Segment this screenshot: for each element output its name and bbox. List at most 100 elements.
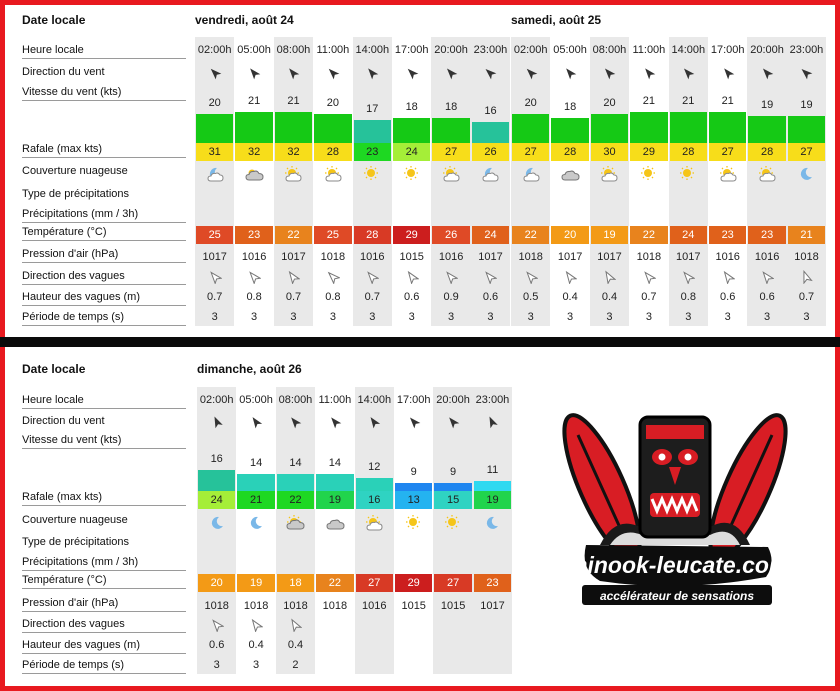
wave-height-cell: 0.6 <box>482 291 499 303</box>
wave-height-cell: 0.7 <box>207 291 223 303</box>
wind-arrow-icon <box>274 66 313 85</box>
pressure-cell: 1016 <box>754 251 780 263</box>
wind-speed-bar <box>237 474 275 491</box>
wind-speed-value: 16 <box>210 453 223 465</box>
gust-cell: 22 <box>276 491 315 509</box>
partly-cloudy-night-icon <box>471 165 510 188</box>
gust-cell: 19 <box>316 491 354 509</box>
wind-arrow-icon <box>511 66 550 85</box>
wind-speed-value: 21 <box>721 94 734 107</box>
wave-height-cell: 0.6 <box>720 291 736 303</box>
wave-height-cell: 0.7 <box>641 291 657 303</box>
sun-cloud-icon <box>708 165 747 188</box>
gust-cell: 30 <box>590 143 629 161</box>
wind-speed-bar <box>471 122 510 143</box>
wave-arrow-icon <box>550 270 589 289</box>
pressure-cell: 1016 <box>241 251 267 263</box>
temperature-cell: 25 <box>196 226 234 244</box>
gust-cell: 24 <box>198 491 236 509</box>
wind-arrow-icon <box>473 415 512 434</box>
wind-arrow-icon <box>550 66 589 85</box>
gust-cell: 16 <box>355 491 393 509</box>
wave-height-cell: 0.7 <box>364 291 380 303</box>
wind-speed-bar <box>276 474 315 491</box>
wind-arrow-icon <box>433 415 472 434</box>
pressure-label: Pression d'air (hPa) <box>22 597 186 612</box>
gust-cell: 21 <box>237 491 275 509</box>
wind-speed-bar <box>669 111 707 143</box>
wind-speed-value: 12 <box>368 461 381 474</box>
wave-arrow-icon <box>353 270 392 289</box>
wind-speed-bar <box>235 111 273 143</box>
wave-period-cell: 3 <box>764 311 771 323</box>
hour-cell: 11:00h <box>316 44 350 56</box>
wind-arrow-icon <box>394 415 433 434</box>
wind-speed-value: 20 <box>603 96 616 109</box>
hour-cell: 20:00h <box>434 44 468 56</box>
wind-arrow-icon <box>708 66 747 85</box>
wind-arrow-icon <box>236 415 275 434</box>
wave-arrow-icon <box>197 618 236 637</box>
sun-cloud-icon <box>590 165 629 188</box>
gust-cell: 26 <box>471 143 510 161</box>
wave-period-cell: 3 <box>251 311 258 323</box>
wind-speed-bar <box>314 113 352 143</box>
pressure-cell: 1016 <box>360 251 385 263</box>
wave-arrow-icon <box>276 618 315 637</box>
cloud-icon <box>315 514 354 537</box>
gust-cell: 32 <box>274 143 313 161</box>
logo-tagline-text: accélérateur de sensations <box>600 589 754 603</box>
wave-period-label: Période de temps (s) <box>22 311 186 326</box>
wind-speed-label: Vitesse du vent (kts) <box>22 86 186 101</box>
wind-speed-bar <box>393 117 431 143</box>
wind-speed-bar <box>196 113 234 143</box>
wind-speed-label: Vitesse du vent (kts) <box>22 434 186 449</box>
cloud-cover-label: Couverture nuageuse <box>22 165 128 177</box>
gust-cell: 27 <box>709 143 747 161</box>
hour-cell: 02:00h <box>513 44 548 56</box>
gust-cell: 24 <box>393 143 431 161</box>
hour-cell: 14:00h <box>357 394 392 406</box>
wind-speed-value: 9 <box>450 466 457 478</box>
temperature-cell: 21 <box>787 226 826 244</box>
wave-period-cell: 3 <box>290 311 297 323</box>
pressure-cell: 1017 <box>478 251 503 263</box>
wind-speed-bar <box>512 113 550 143</box>
wave-arrow-icon <box>274 270 313 289</box>
temperature-cell: 26 <box>432 226 470 244</box>
wind-speed-bar <box>432 117 470 143</box>
wave-period-cell: 3 <box>685 311 692 323</box>
wave-period-cell: 3 <box>408 311 415 323</box>
wave-height-cell: 0.6 <box>209 639 225 651</box>
cloud-icon <box>550 165 589 188</box>
wave-arrow-icon <box>236 618 275 637</box>
wind-arrow-icon <box>629 66 668 85</box>
temperature-cell: 24 <box>471 226 510 244</box>
hour-cell: 11:00h <box>632 44 666 56</box>
pressure-cell: 1017 <box>597 251 622 263</box>
column-shade <box>472 387 513 674</box>
wind-speed-bar <box>787 115 826 143</box>
wave-arrow-icon <box>392 270 431 289</box>
hour-cell: 02:00h <box>199 394 234 406</box>
temperature-cell: 22 <box>274 226 313 244</box>
gust-cell: 19 <box>473 491 512 509</box>
pressure-cell: 1018 <box>320 251 346 263</box>
pressure-cell: 1016 <box>715 251 740 263</box>
wind-direction-label: Direction du vent <box>22 66 105 78</box>
wind-speed-value: 20 <box>326 96 339 109</box>
wave-height-cell: 0.6 <box>404 291 420 303</box>
temperature-cell: 19 <box>237 574 275 592</box>
forecast-panel-top: Date locale Heure locale Direction du vent… <box>14 8 827 335</box>
hour-cell: 02:00h <box>197 44 232 56</box>
wave-arrow-icon <box>234 270 273 289</box>
hour-cell: 17:00h <box>396 394 431 406</box>
wind-arrow-icon <box>276 415 315 434</box>
wind-arrow-icon <box>590 66 629 85</box>
wind-speed-value: 14 <box>328 457 341 470</box>
gust-cell: 31 <box>196 143 234 161</box>
wave-arrow-icon <box>787 269 826 289</box>
wave-height-cell: 0.9 <box>443 291 459 303</box>
wave-period-cell: 3 <box>724 311 731 323</box>
wave-direction-label: Direction des vagues <box>22 618 186 633</box>
